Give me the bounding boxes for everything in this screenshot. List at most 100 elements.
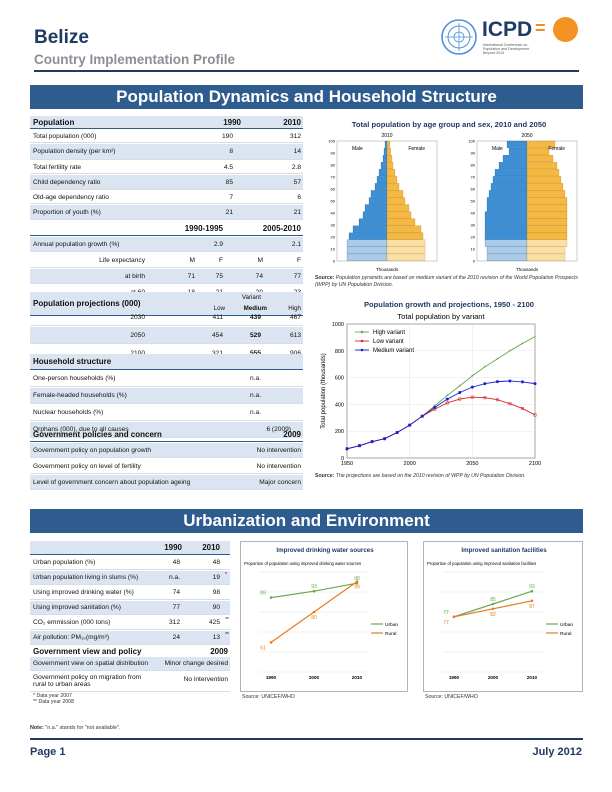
pyramid-y-tick: 0: [333, 259, 336, 264]
mini-x-tick: 2010: [527, 675, 538, 680]
pyramid-female-bar: [526, 197, 568, 205]
sanitation-source: Source: UNICEF/WHO: [425, 694, 478, 700]
mini-x-tick: 2000: [309, 675, 320, 680]
mini-data-label: 89: [260, 591, 266, 597]
pyramid-y-tick: 0: [473, 259, 476, 264]
pyramid-male-bar: [492, 176, 528, 184]
mini-data-label: 98: [354, 576, 360, 582]
urbanization-table: 1990 2010 Urban population (%) 48 48 Urb…: [30, 541, 230, 706]
growth-point: [458, 390, 462, 394]
growth-legend-marker: [360, 339, 364, 343]
growth-x-tick: 2050: [466, 461, 478, 467]
pyramid-female-bar: [386, 176, 398, 184]
table-row: Population density (per km²) 8 14: [30, 144, 303, 160]
pyramid-male-label: Male: [352, 146, 363, 152]
pyramid-male-bar: [490, 183, 528, 191]
pyramid-female-bar: [386, 190, 404, 198]
population-table: Population 1990 2010 Total population (0…: [30, 116, 303, 490]
mini-data-label: 77: [443, 610, 449, 616]
pyramid-male-bar: [384, 140, 388, 148]
pyramid-female-bar: [526, 253, 566, 261]
pyramid-y-tick: 60: [331, 187, 336, 192]
pyramid-female-bar: [526, 190, 566, 198]
pyramid-chart-title: Total population by age group and sex, 2…: [351, 120, 547, 129]
growth-point: [445, 397, 449, 401]
pyramid-source: Source: Population pyramids are based on…: [315, 275, 579, 288]
pyramid-male-bar: [502, 155, 528, 162]
mini-x-tick: 2010: [352, 675, 363, 680]
pyramid-male-bar: [382, 155, 388, 162]
growth-point: [383, 437, 387, 441]
un-logo-icon: [440, 18, 478, 61]
note: Note: "n.a." stands for "not available".: [30, 725, 121, 731]
pyramid-y-tick: 20: [471, 235, 476, 240]
mini-point: [530, 599, 534, 603]
table-row: Level of government concern about popula…: [30, 475, 303, 490]
growth-inner-title: Total population by variant: [397, 312, 485, 321]
pyramid-female-bar: [526, 162, 558, 170]
table-row: Air pollution: PM₁₀(mg/m³) 24 13 **: [30, 631, 230, 645]
growth-point: [508, 402, 512, 406]
mini-data-label: 77: [443, 620, 449, 626]
pyramid-female-bar: [386, 246, 426, 254]
pyramid-y-tick: 30: [471, 223, 476, 228]
pyramid-female-bar: [386, 211, 412, 219]
table-row: One-person households (%) n.a.: [30, 371, 303, 387]
pyramid-female-bar: [386, 225, 422, 233]
pyramid-male-bar: [376, 176, 388, 184]
pyramid-female-bar: [526, 211, 568, 219]
pyramid-male-bar: [488, 190, 528, 198]
pyramid-female-bar: [386, 232, 424, 240]
pyramid-y-tick: 70: [471, 175, 476, 180]
table-row: Child dependency ratio 85 57: [30, 175, 303, 190]
pyramid-y-tick: 50: [471, 199, 476, 204]
mini-data-label: 82: [490, 612, 496, 618]
growth-x-tick: 1950: [341, 461, 353, 467]
pyramid-female-bar: [526, 225, 568, 233]
mini-point: [452, 615, 456, 619]
pyramid-male-bar: [346, 239, 388, 247]
mini-data-label: 85: [490, 597, 496, 603]
growth-y-tick: 0: [341, 456, 344, 462]
mini-chart-title: Improved drinking water sources: [276, 547, 374, 554]
growth-point: [445, 401, 449, 405]
mini-point: [355, 580, 359, 583]
growth-point: [483, 382, 487, 386]
header-rule: [34, 70, 579, 72]
table-row: Government policy on level of fertility …: [30, 459, 303, 474]
growth-point: [495, 380, 499, 384]
table-row: at birth 71 75 74 77: [30, 269, 303, 284]
pyramid-female-label: Female: [548, 146, 565, 152]
growth-legend-label: Low variant: [373, 339, 404, 345]
growth-point: [433, 405, 437, 409]
pyramid-y-tick: 90: [471, 151, 476, 156]
mini-point: [312, 610, 316, 614]
table-row: Orphans (000), due to all causes 6 (2009…: [30, 422, 303, 438]
mini-data-label: 93: [529, 584, 535, 590]
table-row: Urban population living in slums (%) n.a…: [30, 571, 230, 585]
sanitation-chart-box: Improved sanitation facilities Proportion…: [423, 541, 583, 692]
table-header-row: Population projections (000) Variant Low…: [30, 292, 303, 316]
mini-legend-label: Rural: [385, 631, 396, 637]
growth-point: [408, 423, 412, 427]
table-row: Urban population (%) 48 48: [30, 556, 230, 570]
pyramid-year-label: 2010: [381, 133, 392, 139]
table-row: Government policy on migration from rura…: [30, 672, 230, 692]
growth-y-tick: 600: [335, 376, 344, 382]
pyramid-female-bar: [526, 218, 568, 226]
pyramid-male-bar: [486, 204, 528, 212]
pyramid-female-bar: [386, 140, 390, 148]
growth-point: [345, 447, 349, 451]
pyramid-male-bar: [378, 169, 388, 177]
pyramid-year-label: 2050: [521, 133, 532, 139]
pyramid-male-bar: [374, 183, 388, 191]
pyramid-female-bar: [526, 147, 550, 155]
pyramid-female-bar: [526, 183, 564, 191]
mini-data-label: 61: [260, 645, 266, 651]
pyramid-female-bar: [526, 155, 554, 162]
pyramid-female-bar: [526, 176, 562, 184]
growth-point: [420, 414, 424, 418]
pyramid-male-bar: [486, 253, 528, 261]
profile-subtitle: Country Implementation Profile: [34, 52, 236, 67]
